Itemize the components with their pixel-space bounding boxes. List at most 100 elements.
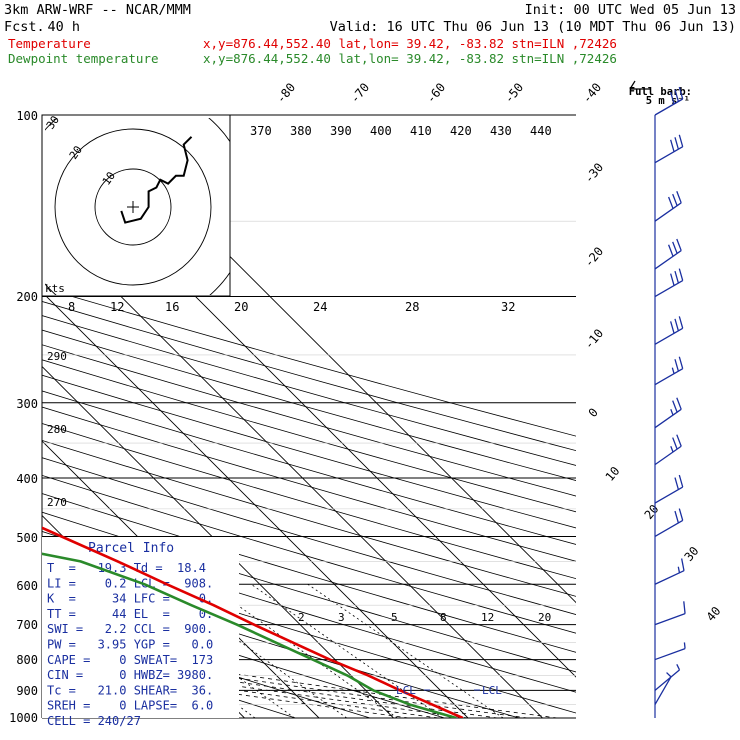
parcel-info-row: PW = 3.95 YGP = 0.0 <box>47 638 213 652</box>
isotherm-label-30: 30 <box>682 544 702 564</box>
pressure-label-200: 200 <box>16 290 38 304</box>
wind-barb <box>654 268 684 298</box>
wind-speed-scale: kts 8 12 16 20 24 28 32 <box>45 282 515 314</box>
parcel-info-row: CAPE = 0 SWEAT= 173 <box>47 653 213 667</box>
pressure-label-100: 100 <box>16 109 38 123</box>
wind-barb <box>654 601 686 626</box>
pressure-label-700: 700 <box>16 618 38 632</box>
isotherm-label-m50: -50 <box>502 80 527 106</box>
wind-barb <box>654 356 684 386</box>
hodograph-trace <box>120 136 193 224</box>
wind-barb <box>654 397 682 429</box>
isotherm-label-m40: -40 <box>580 80 605 106</box>
temperature-profile-line <box>42 526 464 718</box>
pressure-label-800: 800 <box>16 653 38 667</box>
wind-barb <box>654 558 685 585</box>
parcel-info-rows: T = 19.3 Td = 18.4LI = 0.2 LCL = 908.K =… <box>47 561 213 728</box>
valid-time: Valid: 16 UTC Thu 06 Jun 13 (10 MDT Thu … <box>330 19 736 35</box>
mixing-ratio-labels: 2 3 5 8 12 20 <box>298 611 551 624</box>
isotherm-labels-top: -80 -70 -60 -50 -40 <box>274 80 605 106</box>
isotherm-label-0: 0 <box>586 405 601 420</box>
wind-barb <box>654 86 684 116</box>
isotherm-line <box>42 216 543 718</box>
wind-scale-12: 12 <box>110 300 124 314</box>
dewpoint-legend: Dewpoint temperature <box>8 51 159 66</box>
wind-scale-28: 28 <box>405 300 419 314</box>
hodograph-ring-label-30: 30 <box>44 113 62 131</box>
wind-barb <box>654 238 682 270</box>
wind-barb <box>654 316 684 345</box>
theta-label-400: 400 <box>370 124 392 138</box>
temperature-station-info: x,y=876.44,552.40 lat,lon= 39.42, -83.82… <box>203 36 617 51</box>
isotherm-label-m20: -20 <box>582 244 607 270</box>
theta-labels-left: 290 280 270 <box>47 350 67 509</box>
lcl-marker-right: LCL <box>482 684 502 697</box>
wind-barb <box>654 434 682 466</box>
model-title: 3km ARW-WRF -- NCAR/MMM <box>4 2 191 18</box>
hodograph-ring-label-10: 10 <box>100 169 118 187</box>
forecast-hour: 40 h <box>47 19 80 35</box>
hodograph: 10 20 30 <box>41 113 231 297</box>
wind-scale-unit: kts <box>45 282 65 295</box>
isotherm-label-m10: -10 <box>582 326 607 352</box>
parcel-info-row: CELL = 240/27 <box>47 714 141 728</box>
wind-barb <box>654 474 684 504</box>
forecast-label: Fcst. <box>4 19 45 35</box>
isotherm-label-m70: -70 <box>348 80 373 106</box>
theta-labels-top: 370 380 390 400 410 420 430 440 <box>250 124 552 138</box>
theta-label-390: 390 <box>330 124 352 138</box>
isotherm-label-20: 20 <box>642 502 662 522</box>
theta-label-430: 430 <box>490 124 512 138</box>
theta-label-420: 420 <box>450 124 472 138</box>
parcel-info-title: Parcel Info <box>88 541 174 556</box>
parcel-info-panel: Parcel Info T = 19.3 Td = 18.4LI = 0.2 L… <box>42 537 239 728</box>
theta-label-370: 370 <box>250 124 272 138</box>
moist-adiabat-line <box>42 649 528 718</box>
wind-scale-8: 8 <box>68 300 75 314</box>
header: 3km ARW-WRF -- NCAR/MMM Init: 00 UTC Wed… <box>4 2 736 66</box>
wind-barb <box>654 191 682 222</box>
pressure-label-500: 500 <box>16 531 38 545</box>
hodograph-ring-20 <box>54 128 212 286</box>
isotherm-label-m30: -30 <box>582 160 607 186</box>
isotherm-line <box>42 365 394 718</box>
wind-scale-16: 16 <box>165 300 179 314</box>
mixing-ratio-line <box>250 583 444 718</box>
mixing-ratio-label-12: 12 <box>481 611 494 624</box>
wind-barb <box>654 663 681 691</box>
wind-barbs <box>654 86 686 705</box>
wind-barb <box>654 508 684 538</box>
pressure-label-1000: 1000 <box>9 711 38 725</box>
pressure-label-600: 600 <box>16 579 38 593</box>
lcl-markers: LCL LCL <box>396 684 502 697</box>
mixing-ratio-label-3: 3 <box>338 611 345 624</box>
theta-label-290: 290 <box>47 350 67 363</box>
isotherm-labels-right: -30 -20 -10 0 10 20 30 40 <box>582 160 724 624</box>
isotherm-label-m60: -60 <box>424 80 449 106</box>
temperature-legend: Temperature <box>8 36 91 51</box>
parcel-info-row: SREH = 0 LAPSE= 6.0 <box>47 699 213 713</box>
pressure-label-300: 300 <box>16 397 38 411</box>
isotherm-label-10: 10 <box>603 464 623 484</box>
parcel-info-row: TT = 44 EL = 0. <box>47 607 213 621</box>
theta-label-270: 270 <box>47 496 67 509</box>
isotherm-line <box>42 291 469 718</box>
barb-legend-units: 5 m s⁻¹ <box>646 95 690 107</box>
wind-barb <box>654 642 686 661</box>
dewpoint-station-info: x,y=876.44,552.40 lat,lon= 39.42, -83.82… <box>203 51 617 66</box>
isotherm-label-40: 40 <box>704 604 724 624</box>
hodograph-ring-label-20: 20 <box>67 143 85 161</box>
theta-label-410: 410 <box>410 124 432 138</box>
theta-label-280: 280 <box>47 423 67 436</box>
init-time: Init: 00 UTC Wed 05 Jun 13 <box>525 2 736 18</box>
wind-barb <box>654 134 684 164</box>
theta-label-440: 440 <box>530 124 552 138</box>
dewpoint-profile-line <box>42 552 457 718</box>
pressure-axis: 100 200 300 400 500 600 700 800 900 1000 <box>9 109 38 725</box>
wind-barb <box>654 672 672 705</box>
parcel-info-row: T = 19.3 Td = 18.4 <box>47 561 206 575</box>
pressure-label-900: 900 <box>16 684 38 698</box>
hodograph-ring-10 <box>94 168 172 246</box>
lcl-marker-left: LCL <box>396 684 416 697</box>
